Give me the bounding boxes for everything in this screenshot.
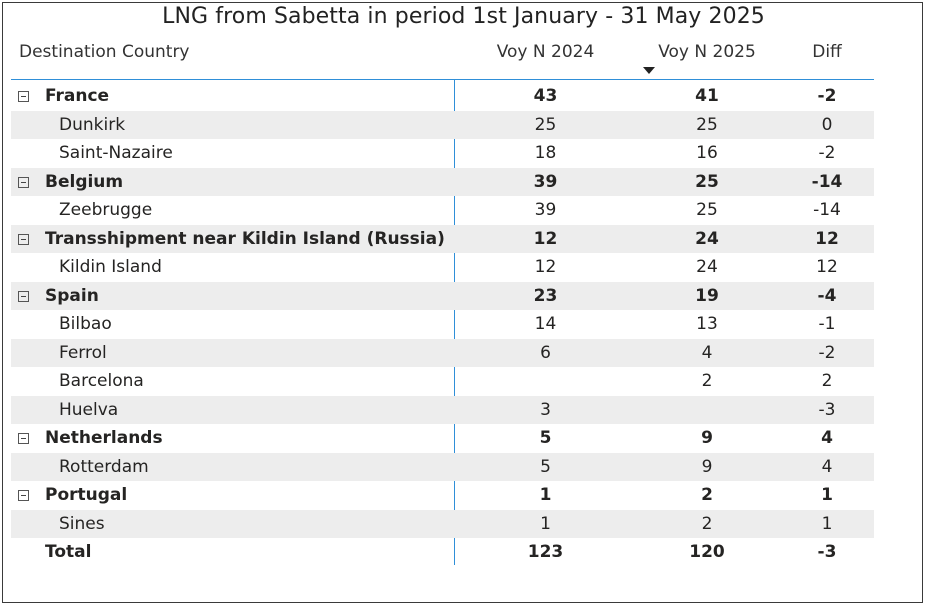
row-label: Sines (59, 513, 105, 534)
cell-voy-n-2025: 4 (701, 342, 713, 363)
row-label: Portugal (45, 485, 128, 505)
cell-diff: 1 (821, 485, 833, 505)
cell-voy-n-2024: 43 (533, 86, 558, 106)
row-label: Huelva (59, 399, 119, 420)
cell-diff: -3 (818, 399, 836, 420)
matrix-row-total[interactable]: Total 123 120 -3 (11, 538, 874, 567)
collapse-icon[interactable] (18, 433, 29, 444)
cell-voy-n-2025: 25 (695, 171, 719, 192)
cell-voy-n-2024: 23 (533, 285, 558, 306)
cell-diff: 12 (815, 228, 839, 249)
cell-diff: -2 (818, 342, 836, 363)
cell-voy-n-2025: 9 (701, 428, 713, 448)
row-label: Spain (45, 285, 99, 306)
visual-title: LNG from Sabetta in period 1st January -… (162, 4, 765, 29)
cell-voy-n-2024: 1 (540, 513, 551, 534)
cell-diff: -2 (817, 86, 837, 106)
cell-voy-n-2025: 25 (696, 114, 718, 135)
matrix-row[interactable]: Ferrol 6 4 -2 (11, 338, 874, 367)
collapse-icon[interactable] (18, 176, 29, 188)
cell-voy-n-2025: 2 (701, 485, 713, 505)
cell-voy-n-2025: 25 (696, 200, 718, 220)
row-label: Transshipment near Kildin Island (Russia… (45, 228, 445, 249)
matrix-row[interactable]: Barcelona 2 2 (11, 367, 874, 396)
cell-voy-n-2024: 5 (540, 456, 551, 477)
cell-voy-n-2025: 41 (695, 86, 719, 106)
matrix-row[interactable]: Saint-Nazaire 18 16 -2 (11, 139, 874, 168)
row-label: Barcelona (59, 371, 144, 391)
row-label: Netherlands (45, 428, 163, 448)
row-label: Ferrol (59, 342, 107, 363)
column-header-voy-n-2024[interactable]: Voy N 2024 (496, 42, 595, 62)
collapse-icon[interactable] (18, 490, 29, 501)
cell-voy-n-2024: 12 (533, 228, 558, 249)
cell-voy-n-2024: 18 (534, 143, 557, 163)
matrix-row[interactable]: Rotterdam 5 9 4 (11, 452, 874, 481)
cell-voy-n-2025: 13 (696, 314, 718, 334)
collapse-icon[interactable] (18, 233, 29, 245)
row-label: Belgium (45, 171, 124, 192)
cell-diff: -1 (818, 314, 836, 334)
cell-diff: 12 (816, 257, 838, 277)
cell-diff: -2 (818, 143, 836, 163)
cell-voy-n-2025: 120 (689, 542, 725, 562)
collapse-icon[interactable] (18, 290, 29, 302)
row-label: Dunkirk (59, 114, 126, 135)
column-header-voy-n-2025[interactable]: Voy N 2025 (658, 42, 756, 62)
cell-voy-n-2024: 1 (539, 485, 552, 505)
cell-voy-n-2024: 6 (540, 342, 551, 363)
sort-desc-icon[interactable] (643, 67, 655, 74)
cell-diff: -14 (811, 171, 843, 192)
cell-voy-n-2025: 19 (695, 285, 719, 306)
cell-voy-n-2024: 123 (527, 542, 564, 562)
matrix-row-group[interactable]: Transshipment near Kildin Island (Russia… (11, 224, 874, 253)
cell-diff: 4 (821, 428, 833, 448)
matrix-row-group[interactable]: Netherlands 5 9 4 (11, 424, 874, 453)
matrix-row[interactable]: Bilbao 14 13 -1 (11, 310, 874, 339)
cell-voy-n-2025: 2 (701, 513, 713, 534)
cell-voy-n-2025: 16 (696, 143, 718, 163)
column-header-destination-country[interactable]: Destination Country (19, 42, 190, 62)
cell-voy-n-2024: 12 (534, 257, 557, 277)
cell-voy-n-2025: 24 (695, 228, 719, 249)
cell-diff: 0 (821, 114, 833, 135)
row-label: Bilbao (59, 314, 112, 334)
collapse-icon[interactable] (18, 91, 29, 102)
header-divider (11, 79, 874, 80)
matrix-row[interactable]: Huelva 3 -3 (11, 395, 874, 424)
cell-voy-n-2024: 39 (533, 171, 558, 192)
row-label: Saint-Nazaire (59, 143, 173, 163)
cell-voy-n-2024: 3 (540, 399, 551, 420)
matrix-row[interactable]: Sines 1 2 1 (11, 509, 874, 538)
row-header-divider (454, 80, 455, 565)
matrix-row-group[interactable]: Belgium 39 25 -14 (11, 167, 874, 196)
cell-diff: -3 (817, 542, 837, 562)
cell-voy-n-2025: 24 (696, 257, 718, 277)
matrix-row[interactable]: Dunkirk 25 25 0 (11, 110, 874, 139)
matrix-row[interactable]: Zeebrugge 39 25 -14 (11, 196, 874, 225)
row-label: Rotterdam (59, 456, 149, 477)
cell-diff: -4 (817, 285, 837, 306)
matrix-row-group[interactable]: Spain 23 19 -4 (11, 281, 874, 310)
row-label: Total (45, 542, 92, 562)
cell-diff: 4 (821, 456, 833, 477)
cell-diff: -14 (813, 200, 841, 220)
cell-voy-n-2024: 14 (534, 314, 557, 334)
cell-voy-n-2024: 39 (534, 200, 557, 220)
matrix-row-group[interactable]: Portugal 1 2 1 (11, 481, 874, 510)
cell-diff: 1 (821, 513, 833, 534)
column-header-diff[interactable]: Diff (812, 42, 842, 62)
matrix-row-group[interactable]: France 43 41 -2 (11, 82, 874, 111)
cell-voy-n-2025: 9 (701, 456, 713, 477)
matrix-row[interactable]: Kildin Island 12 24 12 (11, 253, 874, 282)
row-label: Zeebrugge (59, 200, 153, 220)
row-label: Kildin Island (59, 257, 162, 277)
cell-voy-n-2024: 25 (534, 114, 557, 135)
cell-voy-n-2025: 2 (701, 371, 713, 391)
row-label: France (45, 86, 110, 106)
cell-diff: 2 (821, 371, 833, 391)
matrix-body: France 43 41 -2 Dunkirk 25 25 0 Saint-Nazaire 18 1… (11, 82, 874, 567)
cell-voy-n-2024: 5 (539, 428, 552, 448)
